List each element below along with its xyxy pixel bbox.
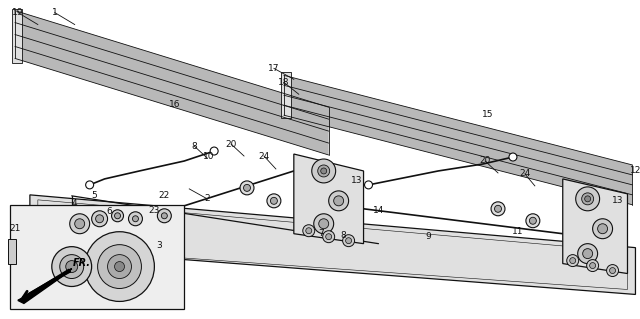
Circle shape — [314, 214, 333, 234]
Text: 8: 8 — [191, 142, 197, 151]
Text: 15: 15 — [483, 110, 494, 119]
Circle shape — [111, 210, 124, 222]
Circle shape — [570, 258, 576, 263]
Text: 23: 23 — [148, 206, 160, 215]
Text: 22: 22 — [159, 191, 170, 200]
Text: FR.: FR. — [73, 257, 91, 268]
Bar — [10, 205, 184, 309]
Circle shape — [526, 214, 540, 228]
Circle shape — [66, 261, 77, 272]
Circle shape — [509, 153, 517, 161]
Text: 14: 14 — [372, 206, 384, 215]
Text: 13: 13 — [612, 196, 623, 205]
Text: 9: 9 — [426, 232, 431, 241]
Text: 17: 17 — [268, 64, 280, 73]
Text: 2: 2 — [204, 194, 210, 203]
Polygon shape — [294, 154, 364, 244]
Text: 24: 24 — [259, 152, 269, 160]
Circle shape — [95, 215, 104, 223]
Circle shape — [329, 191, 349, 211]
Text: 6: 6 — [107, 207, 113, 216]
Polygon shape — [30, 195, 636, 294]
Circle shape — [346, 238, 351, 244]
Circle shape — [582, 193, 594, 205]
Text: 20: 20 — [225, 139, 237, 149]
Circle shape — [585, 196, 591, 202]
Text: 1: 1 — [52, 8, 58, 17]
Text: 12: 12 — [630, 167, 640, 175]
Text: 21: 21 — [9, 224, 20, 233]
Bar — [8, 239, 16, 263]
Circle shape — [365, 181, 372, 189]
Polygon shape — [563, 179, 627, 274]
Circle shape — [92, 211, 108, 227]
Circle shape — [576, 187, 600, 211]
Circle shape — [108, 255, 131, 278]
Circle shape — [303, 225, 315, 237]
Polygon shape — [284, 75, 632, 205]
Polygon shape — [15, 11, 329, 155]
Circle shape — [306, 228, 312, 234]
Circle shape — [319, 219, 329, 229]
Circle shape — [582, 249, 593, 259]
Circle shape — [326, 234, 332, 240]
Text: 5: 5 — [92, 191, 97, 200]
Circle shape — [240, 181, 254, 195]
Circle shape — [495, 205, 502, 212]
Circle shape — [115, 262, 125, 271]
Circle shape — [342, 235, 355, 247]
Circle shape — [244, 184, 250, 191]
Circle shape — [267, 194, 281, 208]
Text: 18: 18 — [278, 78, 290, 87]
Circle shape — [115, 213, 120, 219]
Polygon shape — [12, 9, 22, 63]
Circle shape — [271, 197, 277, 204]
Circle shape — [70, 214, 90, 234]
Text: 19: 19 — [12, 8, 24, 17]
Text: 16: 16 — [168, 100, 180, 109]
Polygon shape — [18, 269, 70, 300]
Polygon shape — [281, 72, 291, 118]
Text: 4: 4 — [72, 199, 77, 208]
Text: 24: 24 — [519, 169, 531, 178]
Circle shape — [587, 260, 598, 271]
Circle shape — [132, 216, 138, 222]
Circle shape — [312, 159, 335, 183]
Circle shape — [567, 255, 579, 267]
Circle shape — [321, 168, 326, 174]
Circle shape — [210, 147, 218, 155]
Circle shape — [593, 219, 612, 239]
Circle shape — [598, 224, 607, 234]
Circle shape — [98, 245, 141, 288]
Circle shape — [317, 165, 330, 177]
Text: 3: 3 — [157, 241, 162, 250]
Circle shape — [84, 232, 154, 301]
Circle shape — [157, 209, 172, 223]
Circle shape — [86, 181, 93, 189]
Circle shape — [161, 213, 167, 219]
Circle shape — [52, 247, 92, 286]
Circle shape — [333, 196, 344, 206]
Circle shape — [529, 217, 536, 224]
Circle shape — [491, 202, 505, 216]
Polygon shape — [18, 269, 72, 303]
Text: 11: 11 — [512, 227, 524, 236]
Circle shape — [609, 268, 616, 274]
Text: 10: 10 — [204, 152, 215, 160]
Circle shape — [323, 231, 335, 243]
Text: 8: 8 — [340, 231, 346, 240]
Circle shape — [129, 212, 143, 226]
Text: 13: 13 — [351, 176, 362, 185]
Circle shape — [75, 219, 84, 229]
Text: 7: 7 — [318, 229, 324, 238]
Text: 20: 20 — [479, 157, 491, 166]
Circle shape — [60, 255, 84, 278]
Circle shape — [578, 244, 598, 263]
Circle shape — [589, 263, 596, 269]
Circle shape — [607, 264, 618, 277]
